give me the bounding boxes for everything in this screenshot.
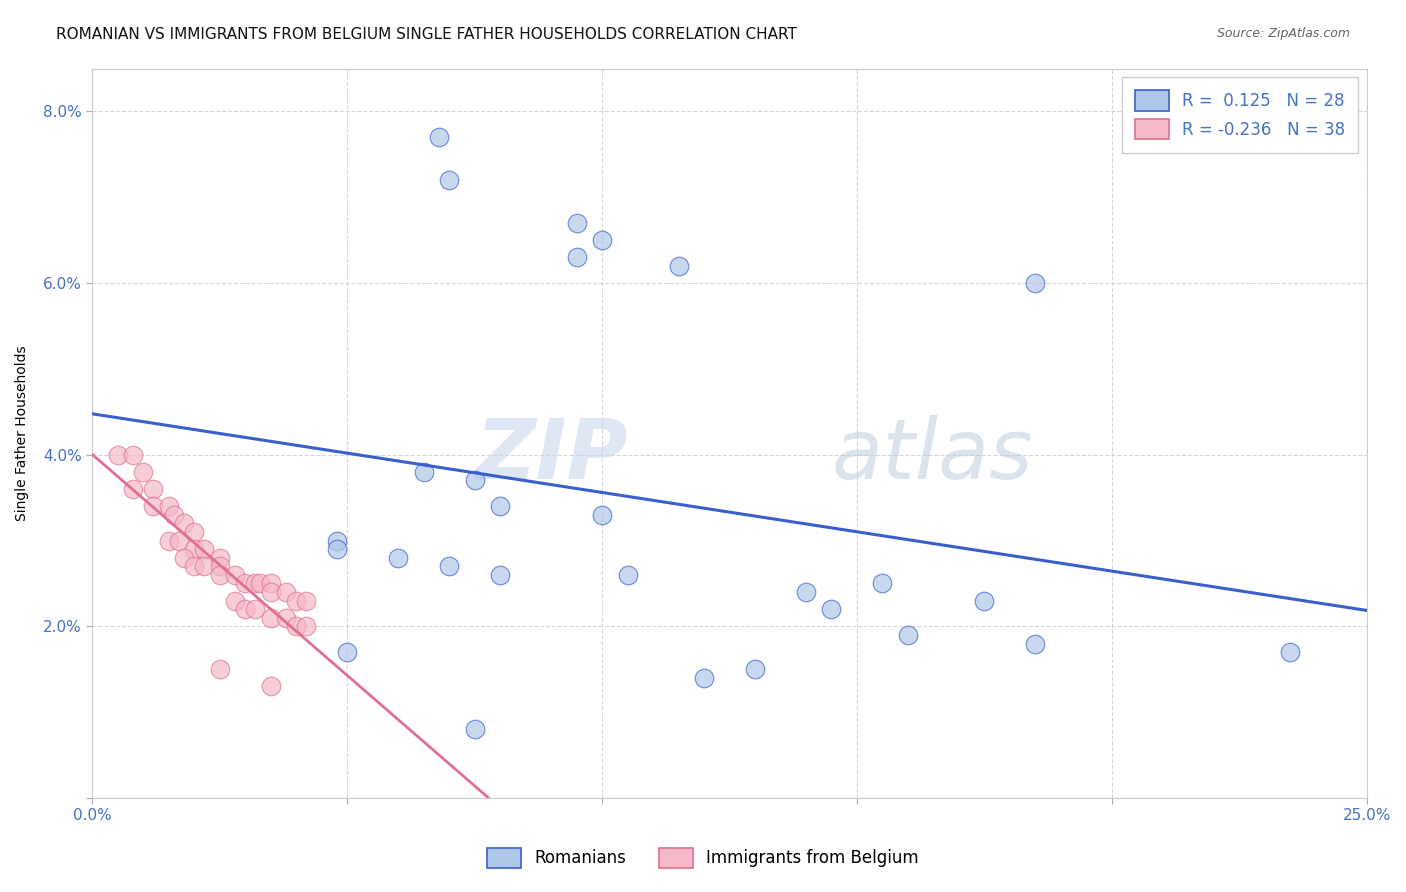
Point: [142, 482, 165, 496]
Point: [897, 628, 920, 642]
Point: [326, 542, 349, 557]
Point: [616, 568, 638, 582]
Point: [744, 662, 766, 676]
Point: [295, 619, 318, 633]
Point: [259, 680, 281, 694]
Point: [157, 500, 180, 514]
Point: [208, 559, 231, 574]
Point: [259, 585, 281, 599]
Point: [437, 559, 460, 574]
Point: [591, 233, 613, 247]
Point: [591, 508, 613, 522]
Point: [233, 576, 256, 591]
Point: [193, 559, 215, 574]
Legend: R =  0.125   N = 28, R = -0.236   N = 38: R = 0.125 N = 28, R = -0.236 N = 38: [1122, 77, 1358, 153]
Point: [1279, 645, 1302, 659]
Point: [224, 593, 246, 607]
Point: [183, 559, 205, 574]
Point: [173, 550, 195, 565]
Text: ROMANIAN VS IMMIGRANTS FROM BELGIUM SINGLE FATHER HOUSEHOLDS CORRELATION CHART: ROMANIAN VS IMMIGRANTS FROM BELGIUM SING…: [56, 27, 797, 42]
Point: [245, 602, 267, 616]
Point: [565, 216, 588, 230]
Point: [668, 259, 690, 273]
Text: atlas: atlas: [831, 415, 1033, 496]
Point: [208, 662, 231, 676]
Point: [489, 568, 512, 582]
Point: [208, 550, 231, 565]
Point: [132, 465, 155, 479]
Point: [208, 568, 231, 582]
Point: [285, 593, 308, 607]
Point: [122, 482, 145, 496]
Point: [274, 585, 297, 599]
Point: [224, 568, 246, 582]
Point: [387, 550, 409, 565]
Point: [464, 723, 486, 737]
Point: [1024, 276, 1046, 290]
Point: [157, 533, 180, 548]
Point: [412, 465, 434, 479]
Point: [183, 542, 205, 557]
Point: [183, 524, 205, 539]
Y-axis label: Single Father Households: Single Father Households: [15, 345, 30, 521]
Point: [193, 542, 215, 557]
Point: [437, 173, 460, 187]
Point: [464, 474, 486, 488]
Point: [142, 500, 165, 514]
Point: [233, 602, 256, 616]
Point: [285, 619, 308, 633]
Point: [565, 251, 588, 265]
Point: [274, 611, 297, 625]
Point: [489, 500, 512, 514]
Point: [427, 130, 450, 145]
Point: [336, 645, 359, 659]
Point: [326, 533, 349, 548]
Point: [973, 593, 995, 607]
Point: [163, 508, 186, 522]
Point: [245, 576, 267, 591]
Point: [107, 448, 129, 462]
Point: [259, 576, 281, 591]
Point: [794, 585, 817, 599]
Point: [693, 671, 716, 685]
Point: [173, 516, 195, 531]
Text: Source: ZipAtlas.com: Source: ZipAtlas.com: [1216, 27, 1350, 40]
Point: [1024, 636, 1046, 650]
Point: [820, 602, 842, 616]
Point: [259, 611, 281, 625]
Point: [167, 533, 190, 548]
Point: [249, 576, 271, 591]
Point: [122, 448, 145, 462]
Legend: Romanians, Immigrants from Belgium: Romanians, Immigrants from Belgium: [481, 841, 925, 875]
Text: ZIP: ZIP: [475, 415, 627, 496]
Point: [295, 593, 318, 607]
Point: [872, 576, 894, 591]
